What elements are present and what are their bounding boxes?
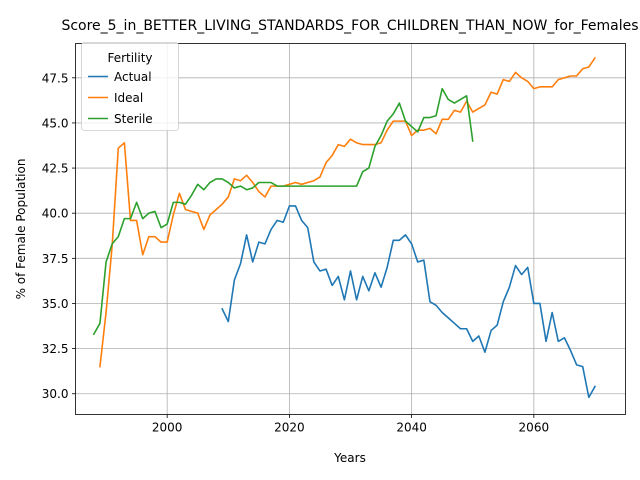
legend-entry-sterile: Sterile	[88, 112, 153, 126]
legend-label: Sterile	[114, 112, 153, 126]
y-tick-label: 30.0	[42, 387, 69, 401]
y-tick-label: 40.0	[42, 207, 69, 221]
legend: Fertility Actual Ideal Sterile	[81, 42, 179, 131]
series-line-actual	[221, 205, 597, 399]
series-lines	[92, 56, 597, 399]
y-tick-label: 35.0	[42, 297, 69, 311]
chart-title: Score_5_in_BETTER_LIVING_STANDARDS_FOR_C…	[61, 18, 638, 34]
y-tick-label: 42.5	[42, 162, 69, 176]
y-tick-label: 32.5	[42, 342, 69, 356]
x-axis-ticks: 2000 2020 2040 2060	[152, 414, 550, 435]
x-tick-label: 2020	[274, 421, 305, 435]
x-tick-label: 2000	[152, 421, 183, 435]
series-line-ideal	[99, 56, 597, 368]
y-axis-label: % of Female Population	[14, 159, 28, 300]
legend-entries: Actual Ideal Sterile	[88, 70, 153, 126]
legend-label: Ideal	[114, 91, 143, 105]
series-line-sterile	[92, 87, 474, 336]
legend-box	[81, 42, 179, 131]
gridlines	[75, 43, 626, 415]
legend-title: Fertility	[107, 51, 152, 65]
legend-entry-actual: Actual	[88, 70, 152, 84]
y-tick-label: 37.5	[42, 252, 69, 266]
x-axis-label: Years	[333, 451, 366, 465]
legend-entry-ideal: Ideal	[88, 91, 143, 105]
y-tick-label: 47.5	[42, 71, 69, 85]
x-tick-label: 2040	[396, 421, 427, 435]
x-tick-label: 2060	[519, 421, 550, 435]
legend-label: Actual	[114, 70, 152, 84]
plot-area-frame	[75, 43, 626, 415]
y-axis-ticks: 30.0 32.5 35.0 37.5 40.0 42.5 45.0 47.5	[42, 71, 76, 401]
y-tick-label: 45.0	[42, 116, 69, 130]
